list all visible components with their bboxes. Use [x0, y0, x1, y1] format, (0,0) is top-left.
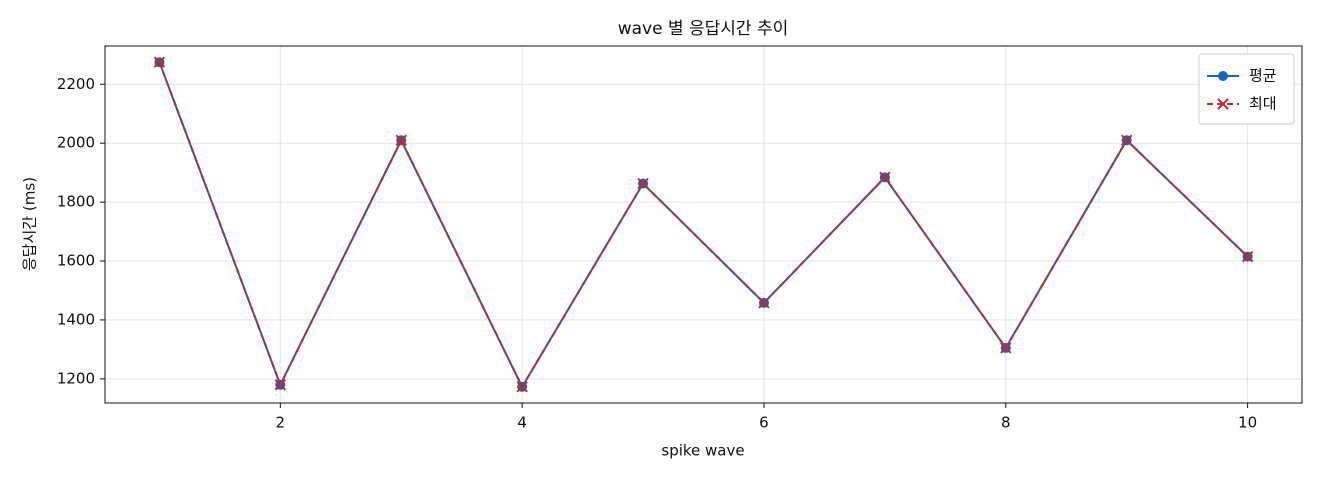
x-tick-label: 2: [276, 414, 286, 432]
legend-box: [1198, 53, 1295, 125]
y-tick-label: 1800: [57, 193, 95, 211]
marker: [637, 177, 649, 190]
y-tick-label: 1400: [57, 310, 95, 328]
marker: [516, 381, 528, 393]
series-line: [158, 61, 1249, 389]
y-tick-label: 2200: [57, 75, 95, 93]
legend-label: 평균: [1249, 67, 1277, 85]
legend-marker: [1217, 98, 1229, 110]
y-axis-label: 응답시간 (ms): [21, 177, 39, 271]
x-tick-label: 6: [759, 414, 769, 432]
plot-frame: [104, 45, 1303, 404]
marker: [153, 56, 166, 68]
series-line: [158, 61, 1249, 389]
legend-label: 최대: [1249, 95, 1277, 113]
y-tick-label: 1200: [57, 369, 95, 387]
marker: [879, 171, 891, 184]
x-tick-label: 8: [1001, 414, 1011, 432]
chart-title: wave 별 응답시간 추이: [618, 19, 789, 39]
x-axis-label: spike wave: [661, 442, 744, 460]
marker: [1241, 250, 1254, 263]
marker: [1000, 342, 1012, 354]
marker: [1120, 134, 1133, 146]
marker: [395, 134, 407, 146]
y-tick-label: 1600: [57, 252, 95, 270]
x-tick-label: 10: [1238, 414, 1257, 432]
legend-marker: [1218, 71, 1228, 81]
marker: [274, 379, 287, 391]
x-tick-label: 4: [517, 414, 527, 432]
marker: [758, 297, 770, 309]
y-tick-label: 2000: [57, 134, 95, 152]
